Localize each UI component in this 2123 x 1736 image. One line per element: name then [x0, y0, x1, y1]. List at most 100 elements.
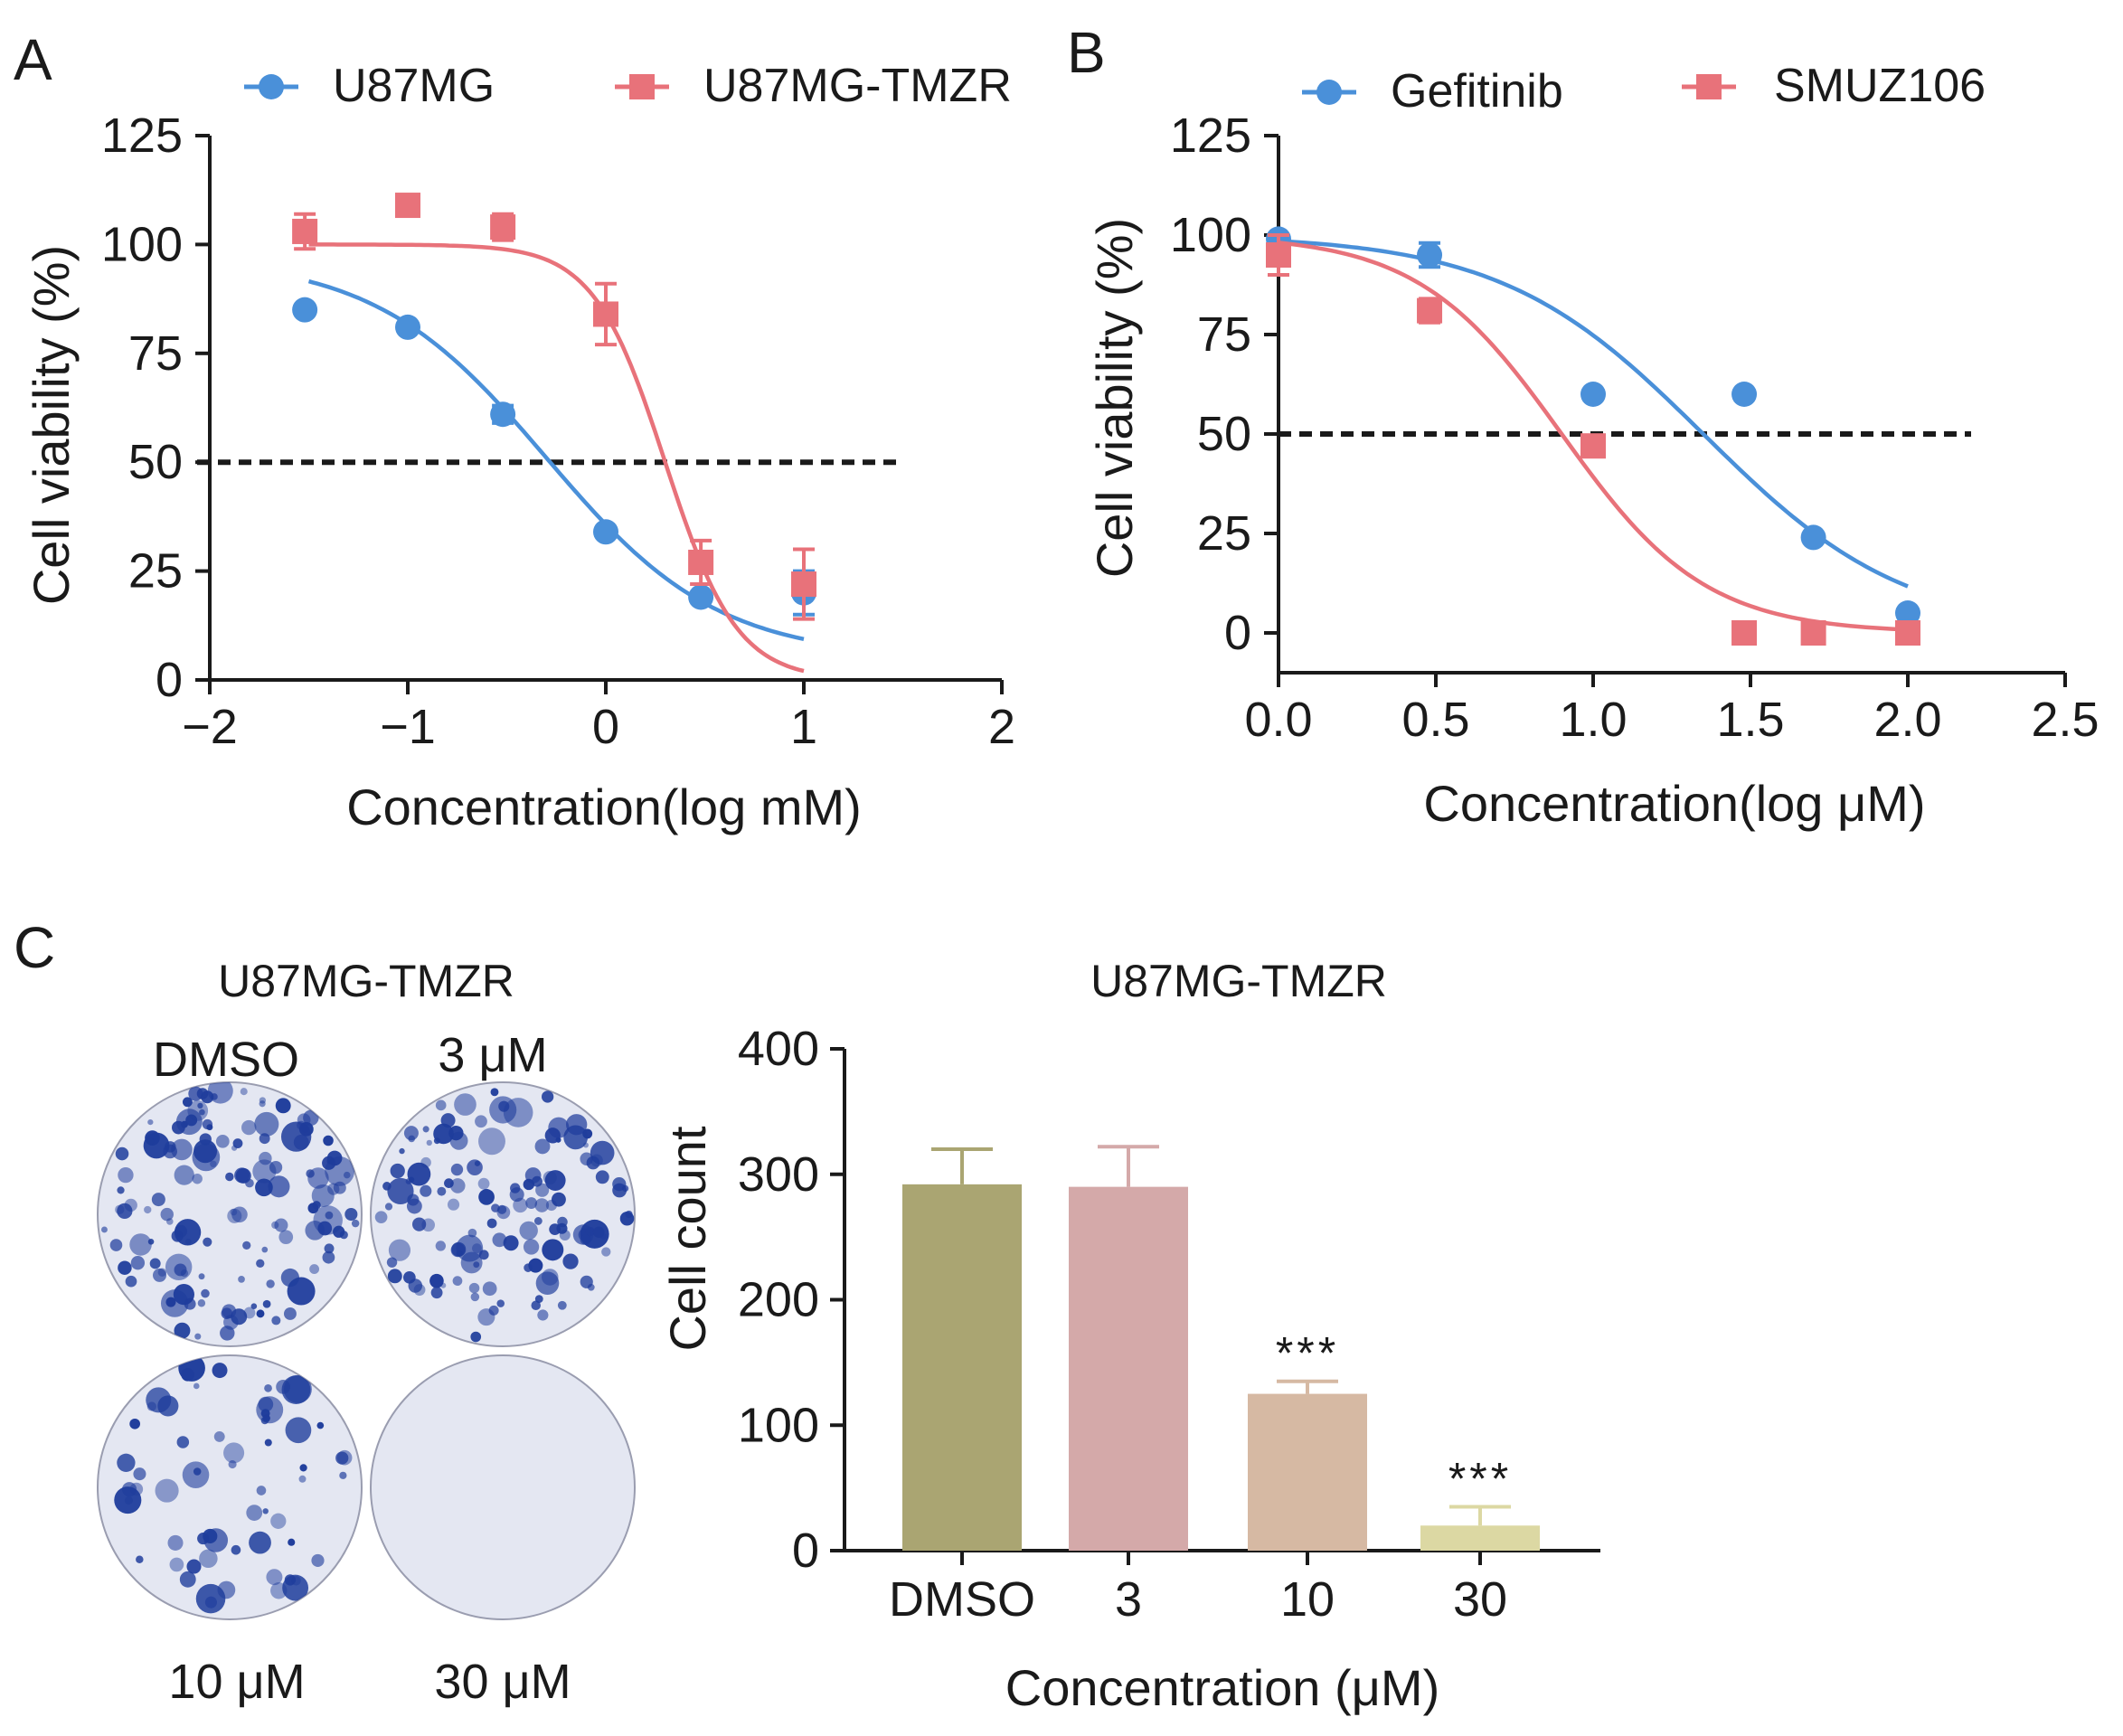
well [370, 1354, 636, 1620]
colony [344, 1207, 358, 1222]
x-axis-label: Concentration(log μM) [1423, 775, 1925, 832]
data-point [490, 401, 516, 428]
colony [207, 1082, 233, 1104]
colony [182, 1097, 193, 1108]
y-tick-label: 0 [156, 653, 183, 707]
colony [317, 1221, 333, 1236]
colony [270, 1513, 287, 1529]
colony [421, 1218, 436, 1232]
bar [902, 1184, 1022, 1551]
colony [490, 1088, 499, 1097]
colony [231, 1206, 248, 1223]
colony [509, 1187, 524, 1203]
colony [261, 1246, 269, 1253]
well-plate [97, 1081, 636, 1620]
well-3 [370, 1354, 636, 1620]
data-point [292, 297, 318, 323]
legend-marker [1696, 74, 1722, 99]
colony [181, 1368, 194, 1382]
colony [220, 1326, 235, 1341]
colony [283, 1307, 297, 1320]
colony [241, 1119, 257, 1136]
legend-marker [259, 74, 284, 99]
colony [155, 1478, 179, 1503]
colony [185, 1114, 198, 1127]
colony [254, 1111, 279, 1137]
data-point [1731, 620, 1758, 646]
colony [198, 1273, 205, 1280]
colony [271, 1316, 281, 1326]
data-point [593, 301, 618, 327]
x-tick-label: 10 [1280, 1572, 1335, 1627]
data-point [1895, 600, 1920, 626]
colony [524, 1263, 533, 1272]
colony [115, 1204, 125, 1215]
data-point [1580, 382, 1606, 407]
colony [275, 1098, 291, 1114]
colony [171, 1138, 193, 1161]
colony [542, 1239, 564, 1261]
x-tick-label: −2 [182, 700, 238, 754]
y-tick-label: 400 [738, 1022, 819, 1076]
colony [478, 1250, 489, 1260]
colony [151, 1193, 165, 1207]
colony [197, 1102, 203, 1109]
colony [280, 1268, 299, 1288]
colony-stain [101, 1082, 360, 1341]
colony [133, 1467, 146, 1481]
colony [118, 1260, 132, 1275]
x-tick-label: 30 [1453, 1572, 1507, 1627]
colony [115, 1146, 129, 1161]
colony [174, 1219, 202, 1246]
colony [468, 1282, 480, 1294]
colony [160, 1207, 174, 1222]
colony [621, 1184, 629, 1193]
colony [181, 1120, 188, 1128]
colony [259, 1100, 266, 1108]
series-gefitinib [1266, 226, 1920, 626]
data-point [688, 549, 714, 575]
colony [324, 1243, 335, 1254]
colony [199, 1109, 205, 1116]
colony [118, 1166, 134, 1184]
colony [422, 1126, 429, 1133]
colony [212, 1363, 228, 1379]
colony [232, 1138, 243, 1148]
colony [264, 1383, 272, 1392]
colony [210, 1160, 217, 1167]
colony [498, 1100, 510, 1112]
colony [199, 1549, 218, 1568]
colony [228, 1460, 237, 1469]
colony [519, 1221, 538, 1241]
colony [259, 1133, 270, 1145]
fit-curve [307, 278, 805, 641]
colony [186, 1559, 202, 1574]
colony [240, 1088, 248, 1096]
colony [327, 1183, 340, 1195]
colony [535, 1183, 550, 1197]
colony [223, 1442, 245, 1464]
colony [193, 1382, 200, 1390]
x-tick-label: 1.0 [1559, 693, 1627, 747]
colony [336, 1449, 353, 1466]
colony [548, 1117, 570, 1138]
bar-group-dmso: DMSO [889, 1147, 1035, 1627]
well-label-10um: 10 μM [168, 1655, 305, 1709]
colony [311, 1553, 325, 1567]
colony [486, 1218, 497, 1229]
colony [203, 1237, 212, 1247]
colony [537, 1309, 549, 1321]
colony [285, 1417, 312, 1444]
y-tick-label: 50 [128, 435, 183, 489]
plot-b: 0 25 50 75 100 125 0.0 0.5 1.0 1.5 2.0 2.5 [1170, 108, 2099, 747]
colony [114, 1486, 142, 1514]
colony [533, 1217, 543, 1225]
legend-marker [1316, 80, 1342, 105]
colony [407, 1162, 431, 1186]
colony [534, 1138, 551, 1155]
legend-label: Gefitinib [1391, 65, 1563, 118]
colony [534, 1198, 550, 1212]
colony [351, 1219, 360, 1228]
colony [437, 1186, 447, 1196]
data-point [688, 584, 714, 610]
